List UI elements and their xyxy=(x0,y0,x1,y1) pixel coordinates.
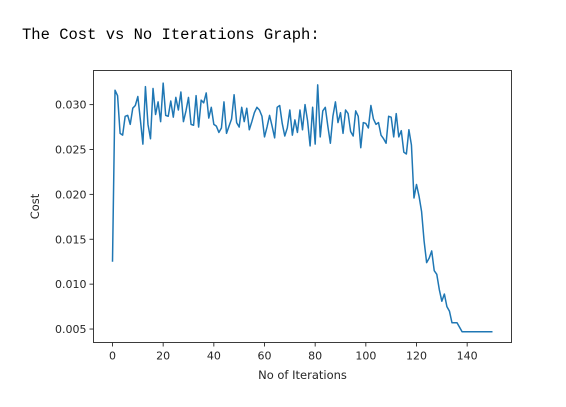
y-tick-label: 0.030 xyxy=(55,99,87,112)
plot-area xyxy=(111,82,493,333)
x-tick-label: 20 xyxy=(156,350,170,363)
x-tick-label: 40 xyxy=(207,350,221,363)
x-axis: 0 20 40 60 80 100 120 140 xyxy=(109,342,478,363)
y-tick-label: 0.010 xyxy=(55,278,87,291)
y-tick-label: 0.015 xyxy=(55,233,87,246)
x-tick-label: 120 xyxy=(406,350,427,363)
output-heading: The Cost vs No Iterations Graph: xyxy=(22,26,320,44)
x-tick-label: 0 xyxy=(109,350,116,363)
y-axis-label: Cost xyxy=(28,193,42,219)
x-tick-label: 80 xyxy=(308,350,322,363)
y-tick-label: 0.025 xyxy=(55,143,87,156)
x-tick-label: 100 xyxy=(355,350,376,363)
plot-frame xyxy=(93,70,512,343)
y-tick-label: 0.020 xyxy=(55,188,87,201)
x-tick-label: 140 xyxy=(457,350,478,363)
cost-series-line-0 xyxy=(111,82,493,333)
x-tick-label: 60 xyxy=(258,350,272,363)
x-axis-label: No of Iterations xyxy=(258,368,347,382)
y-axis: 0.005 0.010 0.015 0.020 0.025 0.030 xyxy=(55,99,94,336)
y-tick-label: 0.005 xyxy=(55,323,87,336)
